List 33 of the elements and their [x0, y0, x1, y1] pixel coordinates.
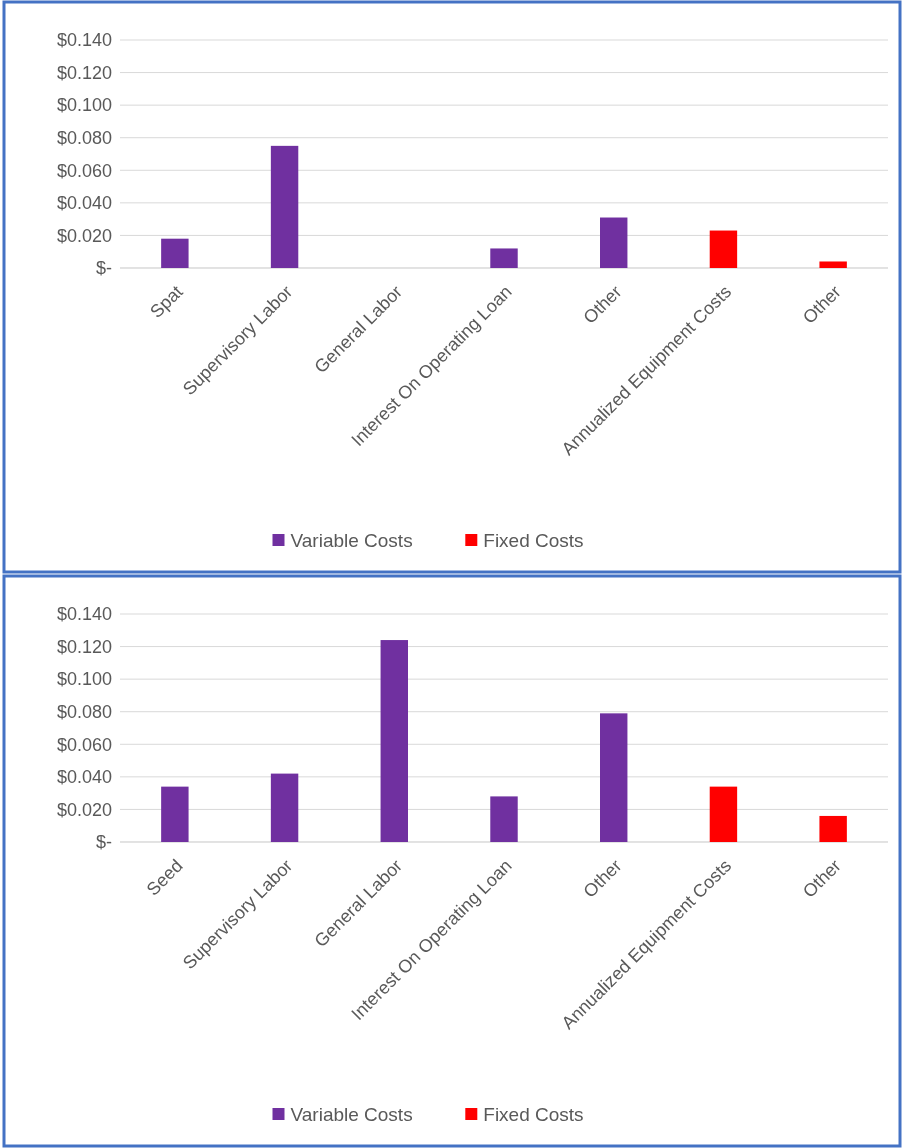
- legend-label: Variable Costs: [290, 1103, 413, 1125]
- y-tick-label: $0.140: [56, 604, 112, 625]
- bar: [819, 261, 847, 268]
- y-tick-label: $0.100: [56, 95, 112, 116]
- legend-label: Variable Costs: [290, 529, 413, 551]
- bar: [490, 248, 518, 268]
- bar: [490, 796, 518, 842]
- bar: [819, 815, 847, 842]
- y-tick-label: $-: [95, 832, 112, 853]
- y-tick-label: $0.080: [56, 702, 112, 723]
- y-tick-label: $0.120: [56, 636, 112, 657]
- bar: [600, 713, 628, 842]
- y-tick-label: $0.020: [56, 799, 112, 820]
- bar: [161, 238, 189, 268]
- bar: [270, 773, 299, 842]
- bar: [380, 640, 408, 842]
- y-tick-label: $0.100: [56, 669, 112, 690]
- bar: [709, 786, 738, 842]
- bar: [270, 145, 299, 268]
- legend-label: Fixed Costs: [483, 529, 584, 551]
- y-tick-label: $0.120: [56, 62, 112, 83]
- legend-label: Fixed Costs: [483, 1103, 584, 1125]
- bar: [709, 230, 738, 268]
- y-tick-label: $0.060: [56, 160, 112, 181]
- y-tick-label: $0.020: [56, 225, 112, 246]
- y-tick-label: $0.040: [56, 767, 112, 788]
- y-tick-label: $-: [95, 258, 112, 279]
- y-tick-label: $0.040: [56, 193, 112, 214]
- y-tick-label: $0.080: [56, 128, 112, 149]
- y-tick-label: $0.060: [56, 734, 112, 755]
- y-tick-label: $0.140: [56, 30, 112, 51]
- bar: [600, 217, 628, 268]
- bar: [161, 786, 189, 842]
